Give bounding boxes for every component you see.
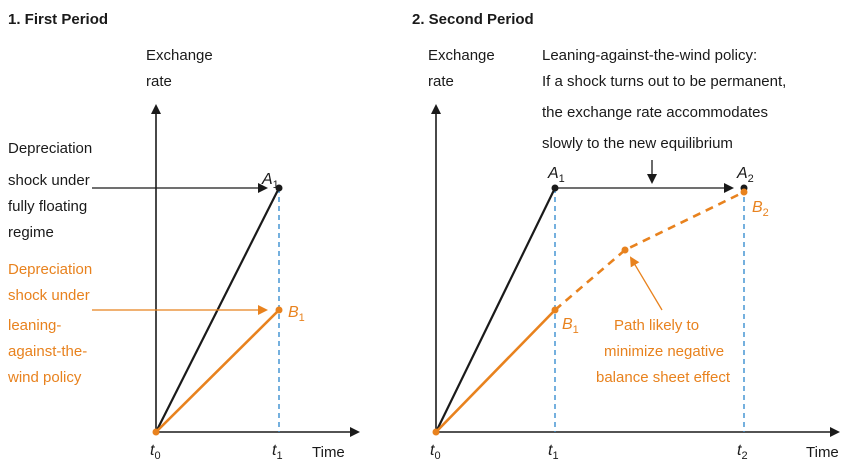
panel1-point-a1 — [275, 184, 283, 192]
lean-label-line2: shock under — [8, 287, 90, 304]
panel-first-period: 1. First Period Exchange rate A1 B1 t0 t… — [7, 11, 360, 462]
panel1-label-b1: B1 — [288, 304, 305, 324]
panel1-t1-label: t1 — [272, 442, 283, 462]
float-label-line1: Depreciation — [8, 140, 92, 157]
path-line2: minimize negative — [604, 343, 724, 360]
panel1-float-annotation: Depreciation shock under fully floating … — [8, 140, 268, 241]
path-annotation-arrow — [629, 256, 663, 311]
panel1-y-axis-label-line2: rate — [146, 73, 172, 90]
panel2-label-a1: A1 — [547, 165, 565, 185]
panel2-label-a2: A2 — [736, 165, 754, 185]
panel-second-period: 2. Second Period Exchange rate A1 A2 B1 … — [412, 11, 840, 462]
lean-label-line5: wind policy — [7, 369, 82, 386]
panel2-policy-annotation: Leaning-against-the-wind policy: If a sh… — [542, 47, 786, 184]
panel2-point-b2 — [740, 188, 748, 196]
path-line1: Path likely to — [614, 317, 699, 334]
panel2-midpath-point — [621, 246, 629, 254]
float-label-line4: regime — [8, 224, 54, 241]
panel2-point-b1 — [551, 306, 559, 314]
panel2-lean-dashed-path — [554, 190, 745, 311]
panel1-lean-path — [155, 309, 280, 433]
panel1-origin-point — [152, 428, 160, 436]
float-label-line3: fully floating — [8, 198, 87, 215]
panel2-title: 2. Second Period — [412, 11, 534, 28]
panel1-t0-label: t0 — [150, 442, 161, 462]
policy-line2: If a shock turns out to be permanent, — [542, 73, 786, 90]
panel2-path-annotation: Path likely to minimize negative balance… — [596, 256, 731, 386]
panel1-title: 1. First Period — [8, 11, 108, 28]
panel1-label-a1: A1 — [261, 171, 279, 191]
policy-line3: the exchange rate accommodates — [542, 104, 768, 121]
panel2-point-a1 — [551, 184, 559, 192]
lean-label-line4: against-the- — [8, 343, 87, 360]
lean-label-line1: Depreciation — [8, 261, 92, 278]
panel1-lean-annotation: Depreciation shock under leaning- agains… — [7, 261, 268, 386]
panel2-y-axis-label-line2: rate — [428, 73, 454, 90]
policy-line4: slowly to the new equilibrium — [542, 135, 733, 152]
panel1-x-axis-label: Time — [312, 444, 345, 461]
panel1-y-axis-label-line1: Exchange — [146, 47, 213, 64]
panel2-x-axis-label: Time — [806, 444, 839, 461]
panel2-y-axis-label-line1: Exchange — [428, 47, 495, 64]
panel2-float-path — [435, 187, 556, 433]
lean-label-line3: leaning- — [8, 317, 61, 334]
panel2-t1-label: t1 — [548, 442, 559, 462]
panel2-lean-path — [435, 309, 556, 433]
panel2-origin-point — [432, 428, 440, 436]
panel2-t0-label: t0 — [430, 442, 441, 462]
float-label-line2: shock under — [8, 172, 90, 189]
panel1-point-b1 — [275, 306, 283, 314]
path-line3: balance sheet effect — [596, 369, 731, 386]
policy-line1: Leaning-against-the-wind policy: — [542, 47, 757, 64]
panel2-label-b2: B2 — [752, 199, 769, 219]
panel2-label-b1: B1 — [562, 316, 579, 336]
panel2-t2-label: t2 — [737, 442, 748, 462]
